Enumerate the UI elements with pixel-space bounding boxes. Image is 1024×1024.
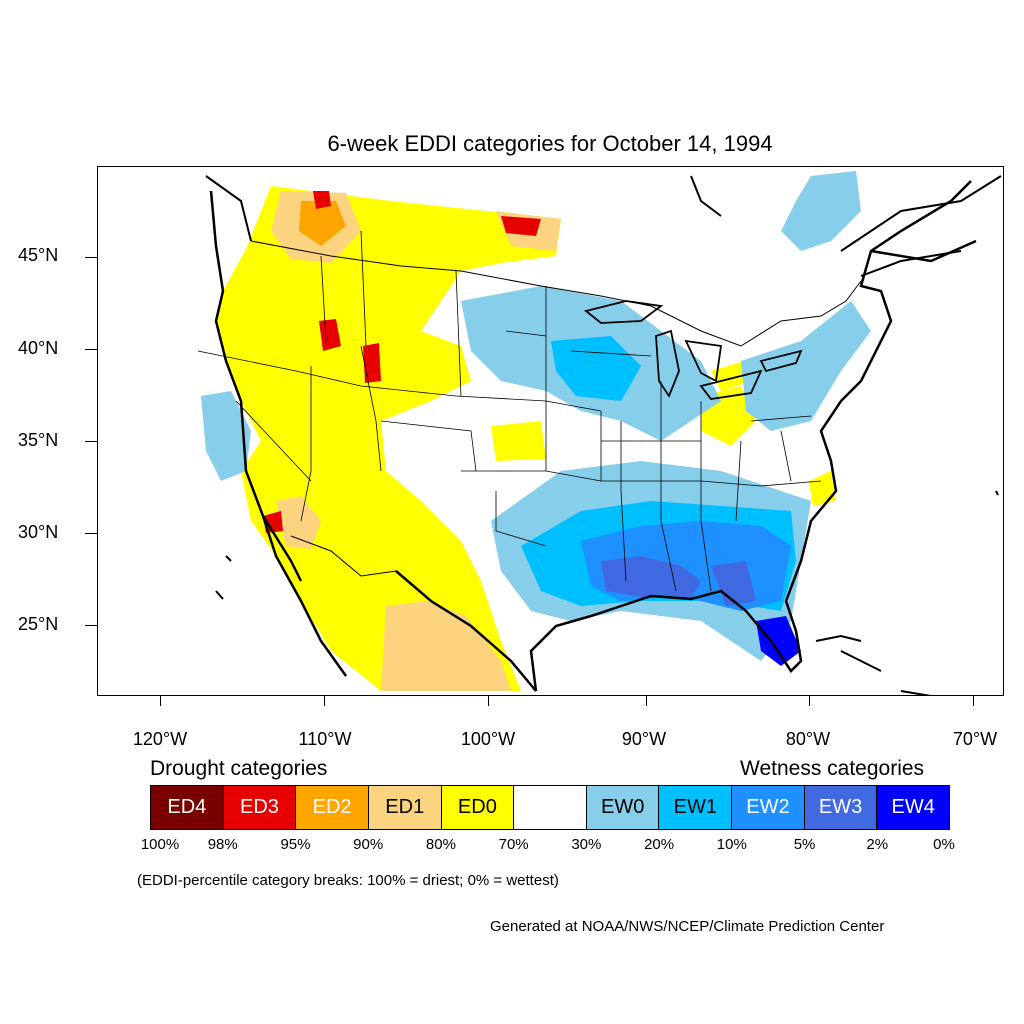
lon-tick	[809, 696, 810, 706]
lon-label-80w: 80°W	[785, 729, 831, 749]
wetness-categories-heading: Wetness categories	[740, 757, 925, 780]
percentile-label: 80%	[425, 836, 456, 853]
lon-tick	[973, 696, 974, 706]
lat-tick	[85, 441, 97, 442]
lat-label-40: 40°N	[18, 338, 59, 358]
lat-tick	[85, 349, 97, 350]
legend-box-ew3: EW3	[804, 786, 878, 829]
lon-tick	[160, 696, 161, 706]
percentile-label: 70%	[498, 836, 529, 853]
great-lakes	[584, 300, 803, 400]
lat-label-45: 45°N	[18, 245, 59, 265]
legend-box-normal	[514, 786, 587, 829]
ew0-region-california	[201, 391, 251, 481]
lon-label-110w: 110°W	[298, 729, 352, 749]
ed0-region-northcarolina	[809, 471, 836, 506]
ew3-region-gulf	[601, 556, 701, 599]
legend-box-ed1: ED1	[368, 786, 442, 829]
category-legend: ED4 ED3 ED2 ED1 ED0 EW0 EW1 EW2 EW3 EW4	[150, 785, 950, 830]
percentile-label: 5%	[793, 836, 816, 853]
ed3-region-minnesota	[501, 216, 541, 236]
percentile-note: (EDDI-percentile category breaks: 100% =…	[137, 872, 559, 889]
drought-categories-heading: Drought categories	[150, 757, 328, 780]
ed2-region-montana	[299, 201, 346, 246]
ed1-region-arizona	[276, 496, 321, 549]
state-lines	[197, 230, 822, 592]
legend-box-ew4: EW4	[877, 786, 950, 829]
lon-label-70w: 70°W	[952, 729, 998, 749]
lon-label-100w: 100°W	[460, 729, 516, 749]
ed0-region-northwest	[216, 186, 561, 691]
ed1-region-mexico	[381, 601, 511, 691]
wet-areas	[201, 171, 871, 666]
percentile-label: 90%	[353, 836, 384, 853]
lon-label-120w: 120°W	[132, 729, 188, 749]
legend-box-ew0: EW0	[586, 786, 660, 829]
percentile-label: 98%	[207, 836, 238, 853]
percentile-label: 2%	[866, 836, 889, 853]
lon-label-90w: 90°W	[621, 729, 667, 749]
boundaries	[197, 175, 1002, 695]
ed0-region-kansas	[491, 421, 546, 461]
islands	[215, 490, 999, 642]
us-mexico-border	[290, 535, 537, 692]
ed3-region-wyoming	[363, 343, 381, 383]
lon-tick	[488, 696, 489, 706]
lon-tick	[646, 696, 647, 706]
lat-tick	[85, 625, 97, 626]
ew1-region-iowa	[551, 336, 641, 401]
lat-label-30: 30°N	[18, 522, 59, 542]
ed3-region-idaho	[319, 319, 341, 351]
canada-coast	[205, 175, 1002, 695]
ew3-region-florida	[711, 561, 756, 606]
percentile-label: 100%	[140, 836, 180, 853]
percentile-label: 95%	[280, 836, 311, 853]
legend-box-ed2: ED2	[296, 786, 369, 829]
ew0-region-canada-east	[781, 171, 861, 251]
lat-tick	[85, 533, 97, 534]
percentile-label: 20%	[644, 836, 675, 853]
lon-tick	[324, 696, 325, 706]
legend-box-ed3: ED3	[223, 786, 297, 829]
legend-box-ed0: ED0	[441, 786, 515, 829]
lat-label-35: 35°N	[18, 430, 59, 450]
us-canada-border	[250, 240, 862, 347]
percentile-label: 30%	[571, 836, 602, 853]
map-panel	[97, 166, 1004, 696]
legend-box-ed4: ED4	[151, 786, 224, 829]
lat-tick	[85, 257, 97, 258]
percentile-label: 10%	[716, 836, 747, 853]
lat-label-25: 25°N	[18, 614, 59, 634]
eddi-map	[197, 171, 1002, 695]
ed3-region-montana	[313, 191, 331, 209]
credit-line: Generated at NOAA/NWS/NCEP/Climate Predi…	[490, 918, 885, 935]
legend-box-ew1: EW1	[659, 786, 733, 829]
legend-box-ew2: EW2	[732, 786, 805, 829]
ew0-region-northeast	[741, 301, 871, 431]
percentile-label: 0%	[933, 836, 955, 853]
ew4-region-florida	[756, 616, 801, 666]
map-title: 6-week EDDI categories for October 14, 1…	[327, 131, 773, 156]
